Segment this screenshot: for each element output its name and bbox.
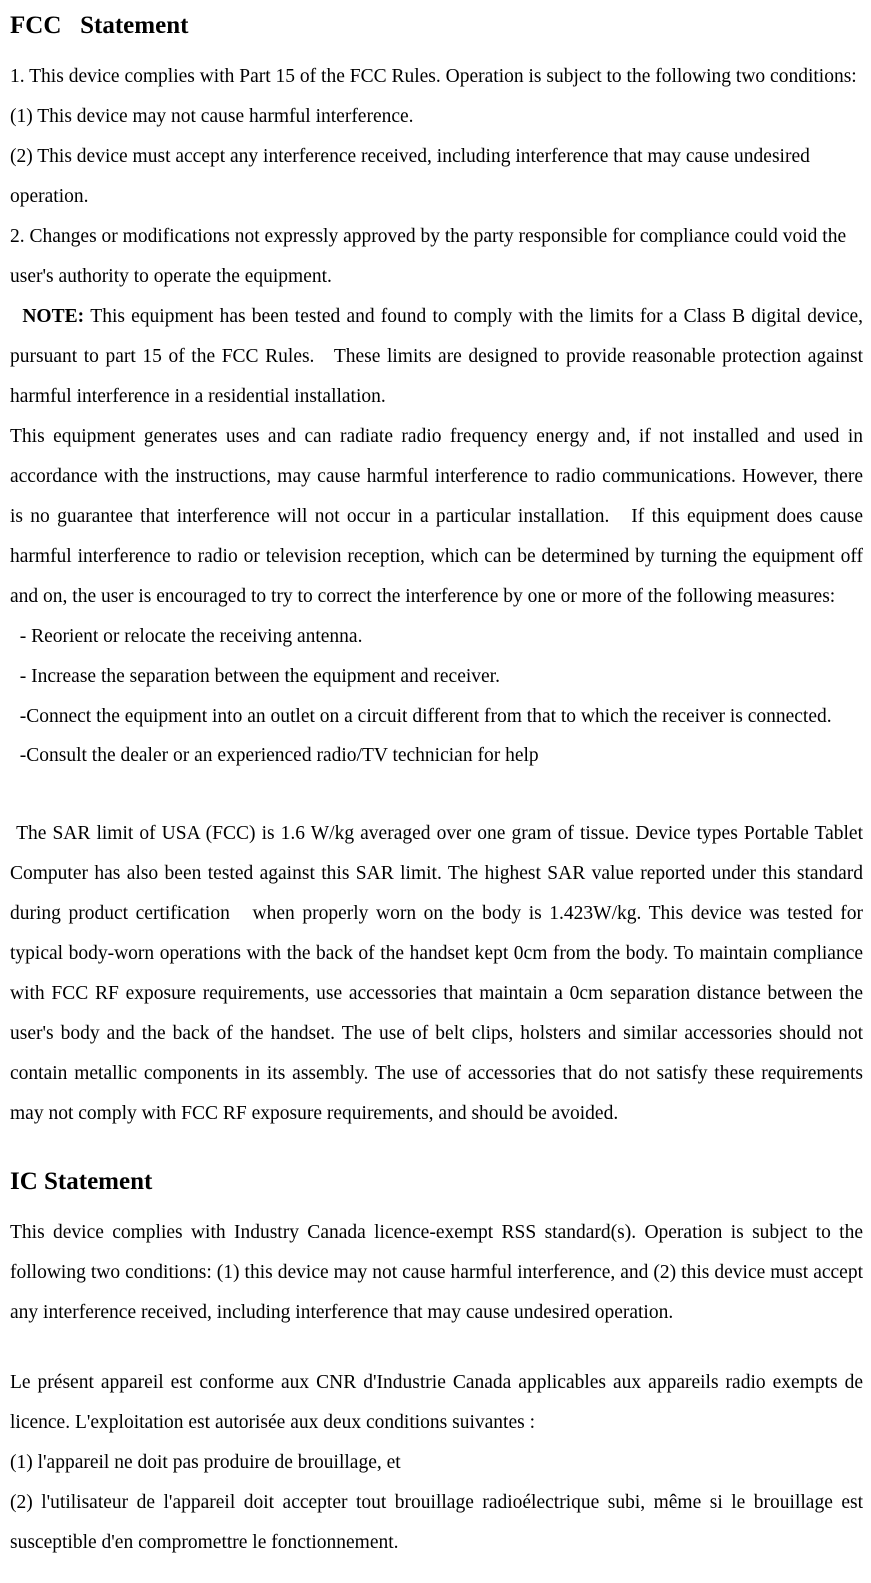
ic-para-4: (2) l'utilisateur de l'appareil doit acc… — [10, 1483, 863, 1563]
fcc-measure-2: - Increase the separation between the eq… — [10, 657, 863, 697]
fcc-para-5: This equipment generates uses and can ra… — [10, 417, 863, 617]
note-text: This equipment has been tested and found… — [10, 306, 863, 407]
spacer — [10, 776, 863, 814]
fcc-measure-1: - Reorient or relocate the receiving ant… — [10, 617, 863, 657]
fcc-note-para: NOTE: This equipment has been tested and… — [10, 297, 863, 417]
fcc-para-4: 2. Changes or modifications not expressl… — [10, 217, 863, 297]
fcc-para-1: 1. This device complies with Part 15 of … — [10, 57, 863, 97]
fcc-measure-4: -Consult the dealer or an experienced ra… — [10, 736, 863, 776]
document-page: FCC Statement 1. This device complies wi… — [0, 0, 871, 1583]
spacer — [10, 1333, 863, 1363]
note-label: NOTE: — [10, 306, 90, 327]
fcc-para-3: (2) This device must accept any interfer… — [10, 137, 863, 217]
fcc-measure-3: -Connect the equipment into an outlet on… — [10, 697, 863, 737]
fcc-heading: FCC Statement — [10, 8, 863, 43]
ic-para-3: (1) l'appareil ne doit pas produire de b… — [10, 1443, 863, 1483]
fcc-para-2: (1) This device may not cause harmful in… — [10, 97, 863, 137]
ic-para-1: This device complies with Industry Canad… — [10, 1213, 863, 1333]
fcc-sar-para: The SAR limit of USA (FCC) is 1.6 W/kg a… — [10, 814, 863, 1134]
ic-heading: IC Statement — [10, 1164, 863, 1199]
ic-para-2: Le présent appareil est conforme aux CNR… — [10, 1363, 863, 1443]
